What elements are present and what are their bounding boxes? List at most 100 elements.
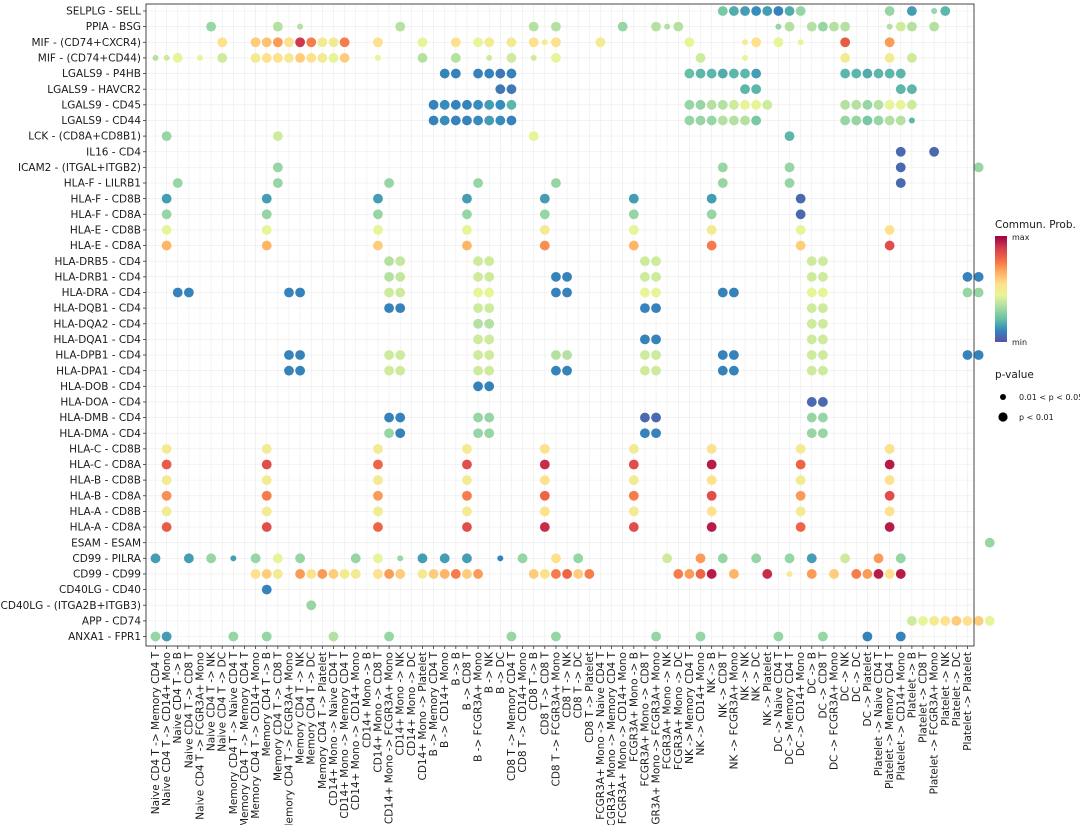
y-tick-label: HLA-C - CD8A [69,459,142,471]
data-point [272,569,283,579]
data-point [473,68,483,79]
data-point [862,631,873,642]
x-tick-label: CD14+ Mono -> Platelet [417,652,429,781]
data-point [851,115,862,126]
data-point [261,490,272,501]
data-point [539,569,550,579]
data-point [373,193,383,204]
data-point [473,178,483,188]
data-point [884,459,895,470]
data-point [150,631,161,642]
data-point [462,475,472,486]
data-point [873,115,884,126]
data-point [817,271,828,282]
data-point [795,6,806,16]
data-point [484,318,495,329]
x-tick-label: CD8 T -> CD14+ Mono [517,652,529,773]
data-point [895,68,906,79]
data-point [250,569,261,579]
data-point [862,99,873,110]
x-tick-label: Memory CD4 T -> NK [295,651,307,764]
data-point [317,53,328,63]
data-point [751,115,762,126]
data-point [374,54,381,61]
data-point [684,68,695,79]
data-point [740,115,750,126]
data-point [551,21,561,32]
data-point [541,39,548,46]
data-point [161,131,172,142]
data-point [940,6,951,16]
data-point [350,553,361,564]
data-point [297,23,304,30]
x-tick-label: CD8 T -> FCGR3A+ Mono [550,652,562,786]
y-tick-label: HLA-A - CD8A [70,522,142,534]
x-tick-label: DC -> DC [851,652,863,702]
data-point [740,99,750,110]
data-point [806,256,817,267]
data-point [717,287,728,298]
x-tick-label: Memory CD4 T -> DC [306,652,318,765]
x-tick-label: FCGR3A+ Mono -> B [628,652,640,762]
data-point [295,350,306,360]
y-tick-label: MIF - (CD74+CD44) [38,53,141,65]
y-tick-label: LGALS9 - P4HB [62,68,141,80]
data-point [884,225,895,235]
data-point [506,68,517,79]
data-point [284,350,294,360]
data-point [806,303,817,314]
data-point [751,37,762,48]
x-tick-label: FCGR3A+ Mono -> FCGR3A+ Mono [651,652,663,825]
data-point [651,365,661,376]
data-point [539,475,550,486]
data-point [595,37,606,48]
data-point [895,21,906,32]
data-point [462,240,472,251]
data-point [884,490,895,501]
x-tick-label: DC -> Memory CD4 T [784,651,796,764]
x-tick-label: CD14+ Mono -> NK [395,651,407,756]
data-point [439,553,450,564]
data-point [295,365,306,376]
y-tick-label: HLA-B - CD8B [70,475,141,487]
data-point [706,569,717,579]
x-tick-label: CD14+ Mono -> CD14+ Mono [350,652,362,810]
data-point [450,99,461,110]
data-point [784,178,795,188]
data-point [206,21,217,32]
data-point [261,506,272,517]
data-point [328,569,339,579]
data-point [895,146,906,157]
data-point [840,68,851,79]
data-point [484,428,495,439]
size-legend-small-label: 0.01 < p < 0.05 [1019,393,1080,402]
data-point [161,193,172,204]
data-point [984,615,995,626]
data-point [817,397,828,407]
data-point [817,412,828,423]
x-tick-label: CD8 T -> Platelet [584,652,596,743]
data-point [840,99,851,110]
data-point [628,209,639,220]
y-tick-label: HLA-F - LILRB1 [64,178,141,190]
data-point [439,68,450,79]
data-point [695,115,706,126]
data-point [528,21,539,32]
data-point [873,553,884,564]
data-point [817,256,828,267]
data-point [462,522,472,532]
data-point [806,365,817,376]
data-point [640,287,650,298]
data-point [439,115,450,126]
data-point [161,459,172,470]
y-tick-label: IL16 - CD4 [86,146,141,158]
x-tick-label: CD14+ Mono -> FCGR3A+ Mono [384,652,396,824]
data-point [906,21,917,32]
data-point [551,287,561,298]
data-point [684,569,695,579]
data-point [817,287,828,298]
data-point [884,506,895,517]
data-point [640,271,650,282]
x-tick-label: CD14+ Mono -> Memory CD4 T [339,651,351,818]
data-point [884,53,895,63]
